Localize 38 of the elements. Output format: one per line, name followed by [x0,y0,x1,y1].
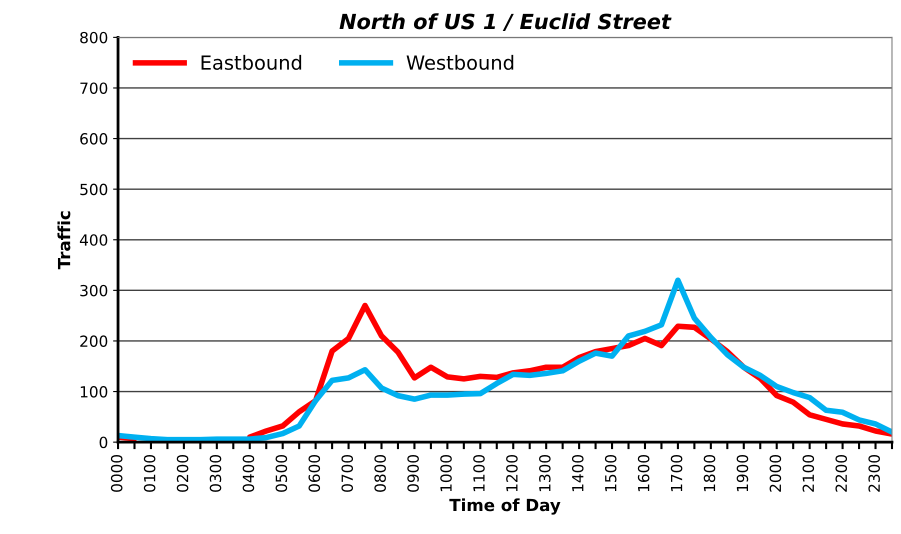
y-tick-label: 600 [80,133,108,145]
x-tick-label: 0300 [210,454,222,492]
x-tick-label: 2100 [802,454,814,492]
x-tick-label: 1300 [539,454,551,492]
y-tick-label: 800 [80,32,108,44]
x-tick-label: 1400 [572,454,584,492]
x-tick-label: 0100 [144,454,156,492]
x-tick-label: 1600 [638,454,650,492]
x-tick-label: 1100 [473,454,485,492]
x-tick-label: 0800 [374,454,386,492]
chart-title: North of US 1 / Euclid Street [340,13,672,31]
y-tick-label: 0 [100,436,108,448]
y-tick-label: 400 [80,234,108,246]
x-tick-label: 2000 [770,454,782,492]
y-axis-title: Traffic [57,211,70,270]
x-tick-label: 1200 [506,454,518,492]
x-tick-label: 0400 [242,454,254,492]
x-tick-label: 1800 [704,454,716,492]
y-tick-label: 200 [80,335,108,347]
x-tick-label: 2300 [868,454,880,492]
x-tick-label: 0500 [276,454,288,492]
y-tick-label: 700 [80,82,108,94]
x-tick-label: 1700 [670,454,682,492]
x-tick-label: 2200 [835,454,848,492]
x-axis-title: Time of Day [449,498,560,515]
x-tick-label: 1500 [604,454,616,492]
x-tick-label: 1000 [440,454,452,492]
x-tick-label: 0600 [308,454,320,492]
y-tick-label: 100 [80,386,108,398]
x-tick-label: 0700 [341,454,354,492]
x-tick-label: 1900 [736,454,748,492]
legend-label: Westbound [406,54,514,70]
x-tick-label: 0000 [110,454,122,492]
y-tick-label: 300 [80,284,108,296]
legend-label: Eastbound [202,54,302,70]
y-tick-label: 500 [80,184,108,196]
x-tick-label: 0900 [407,454,419,492]
x-tick-label: 0200 [176,454,188,492]
